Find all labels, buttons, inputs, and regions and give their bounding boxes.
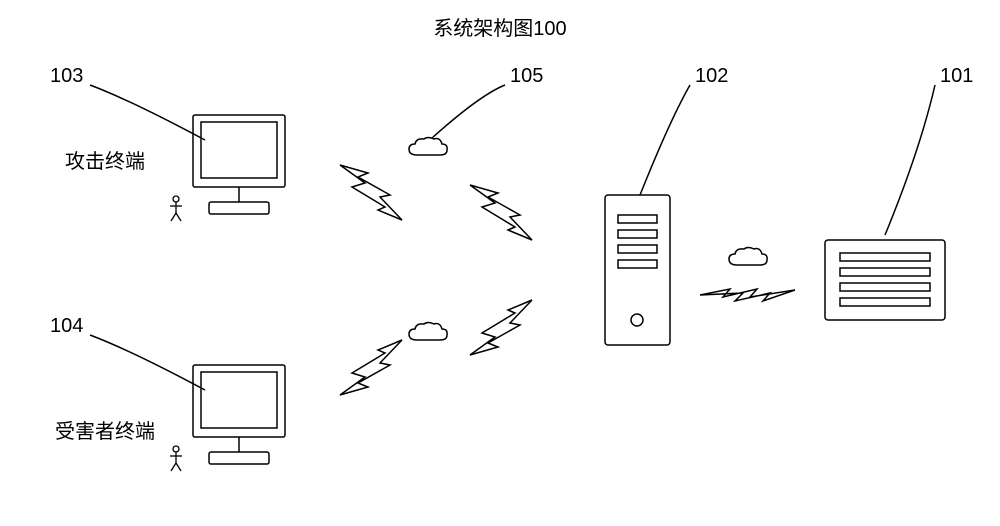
cloud-icon-right: [725, 245, 770, 273]
bolt-icon-top-left: [330, 155, 410, 225]
bolt-icon-top-right: [460, 175, 540, 245]
cloud-icon-bottom: [405, 320, 450, 348]
computer-icon-103: [185, 110, 300, 225]
server-icon-102: [600, 190, 675, 350]
storage-icon-101: [820, 235, 950, 325]
bolt-icon-bottom-right: [460, 295, 540, 365]
computer-icon-104: [185, 360, 300, 475]
person-icon-104: [167, 445, 185, 473]
person-icon-103: [167, 195, 185, 223]
bolt-icon-right: [695, 275, 805, 315]
bolt-icon-bottom-left: [330, 335, 410, 405]
cloud-icon-105: [405, 135, 450, 163]
